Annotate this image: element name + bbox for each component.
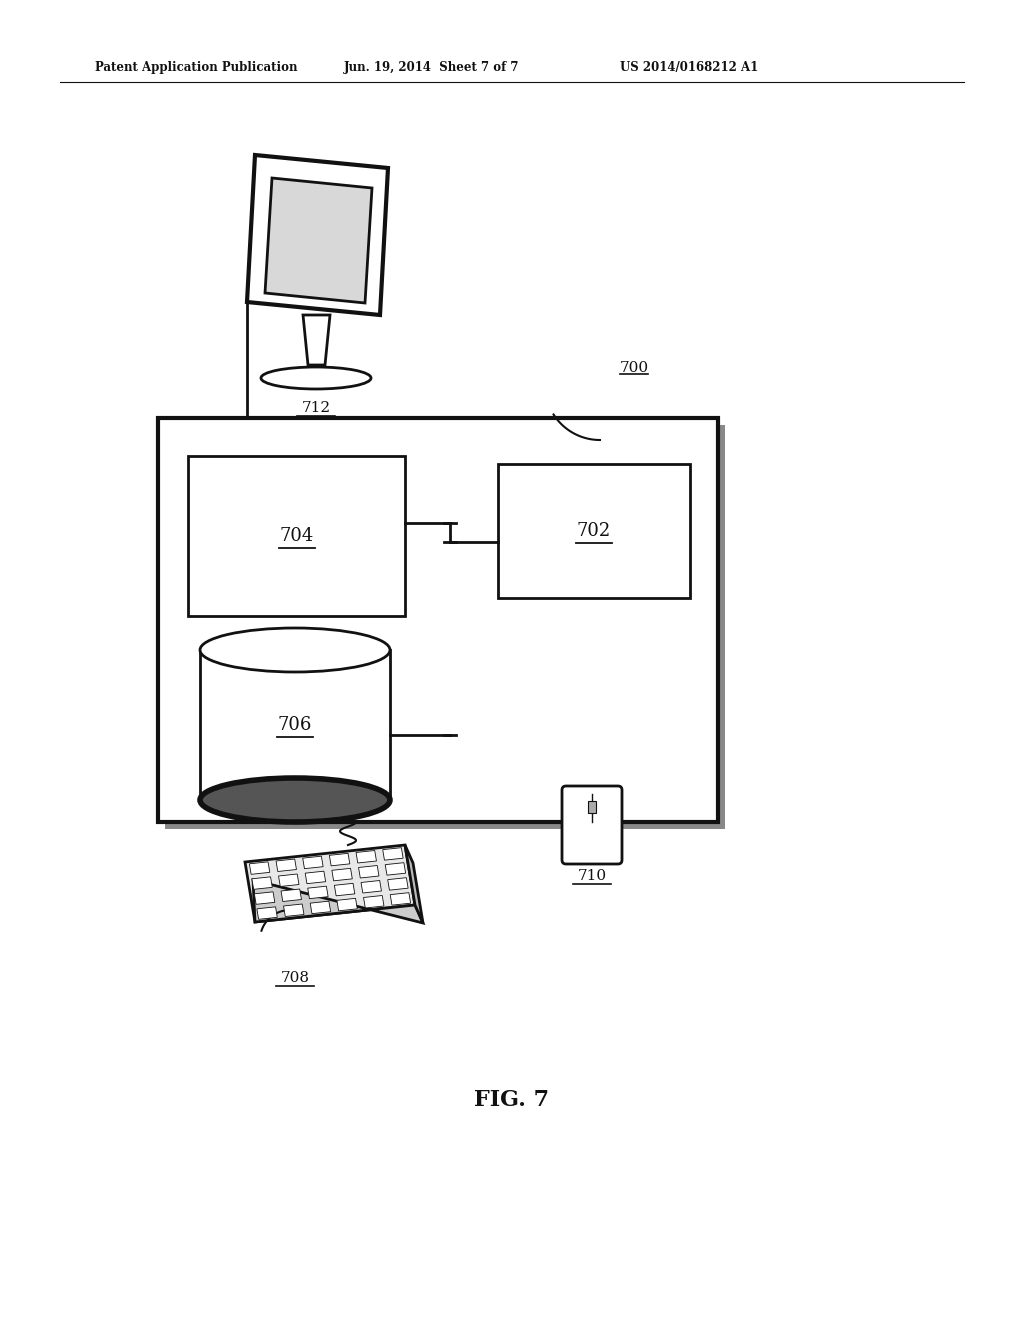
Ellipse shape	[200, 628, 390, 672]
Ellipse shape	[261, 367, 371, 389]
Polygon shape	[335, 883, 354, 896]
Polygon shape	[281, 888, 301, 902]
Polygon shape	[356, 850, 377, 863]
FancyBboxPatch shape	[562, 785, 622, 865]
Polygon shape	[388, 878, 409, 890]
Bar	[165, 425, 725, 829]
Text: 708: 708	[281, 972, 309, 985]
Polygon shape	[284, 904, 304, 916]
Text: 704: 704	[280, 527, 313, 545]
Polygon shape	[247, 154, 388, 315]
Polygon shape	[330, 853, 350, 866]
Polygon shape	[361, 880, 382, 894]
Polygon shape	[303, 315, 330, 366]
Polygon shape	[265, 178, 372, 304]
Polygon shape	[337, 899, 357, 911]
Polygon shape	[364, 895, 384, 908]
Polygon shape	[245, 845, 415, 921]
Text: 702: 702	[577, 521, 611, 540]
Text: US 2014/0168212 A1: US 2014/0168212 A1	[620, 62, 758, 74]
Polygon shape	[303, 857, 324, 869]
Text: 706: 706	[278, 715, 312, 734]
Bar	[498, 465, 690, 598]
Ellipse shape	[200, 777, 390, 822]
Text: 700: 700	[620, 360, 649, 375]
Polygon shape	[254, 892, 274, 904]
Text: Patent Application Publication: Patent Application Publication	[95, 62, 298, 74]
Polygon shape	[358, 866, 379, 878]
Polygon shape	[279, 874, 299, 887]
Polygon shape	[253, 880, 423, 923]
Bar	[588, 800, 596, 813]
Polygon shape	[252, 876, 272, 890]
Text: Jun. 19, 2014  Sheet 7 of 7: Jun. 19, 2014 Sheet 7 of 7	[344, 62, 520, 74]
Polygon shape	[310, 902, 331, 913]
Polygon shape	[383, 847, 403, 861]
Bar	[158, 418, 718, 822]
Polygon shape	[390, 892, 411, 906]
Text: FIG. 7: FIG. 7	[474, 1089, 550, 1111]
Text: 712: 712	[301, 401, 331, 414]
Text: 710: 710	[578, 869, 606, 883]
Polygon shape	[305, 871, 326, 883]
Polygon shape	[307, 886, 328, 899]
Polygon shape	[250, 862, 269, 874]
Polygon shape	[406, 845, 423, 923]
Polygon shape	[257, 907, 278, 919]
Bar	[188, 455, 406, 616]
Polygon shape	[276, 859, 297, 871]
Polygon shape	[385, 863, 406, 875]
Polygon shape	[332, 869, 352, 880]
